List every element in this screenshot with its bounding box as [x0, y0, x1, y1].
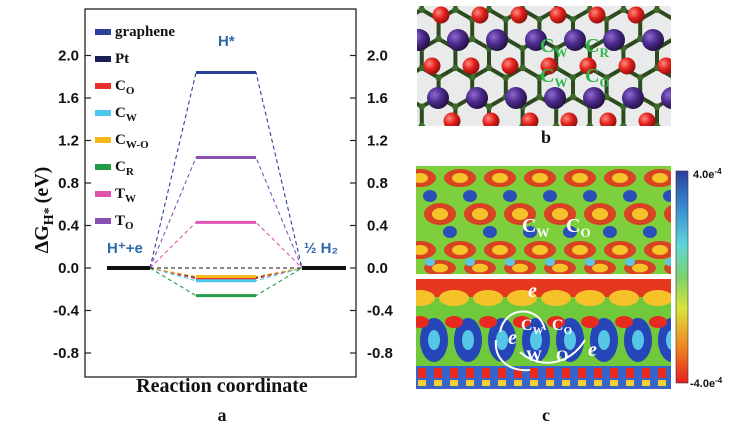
pathway-line — [149, 221, 303, 269]
atomic-structure: CW CR CW CO b — [417, 6, 671, 147]
site-labels: CW CR CW CO — [540, 35, 610, 90]
overlay-label: CW — [521, 317, 544, 337]
overlay-label: CO — [552, 317, 573, 337]
legend-label: TO — [115, 213, 134, 232]
overlay-label: W — [526, 348, 542, 365]
y-axis-title-main: ΔG — [31, 225, 53, 254]
y-tick-right: 1.2 — [367, 133, 388, 150]
pathway-line — [149, 267, 303, 297]
colorbar-min: -4.0e-4 — [690, 376, 723, 390]
legend-swatch — [95, 191, 111, 197]
y-tick-right: 0.8 — [367, 175, 388, 192]
y-tick-right: 2.0 — [367, 48, 388, 65]
site-label: CW — [540, 65, 567, 90]
legend-label: Pt — [115, 51, 129, 67]
y-tick-right: -0.8 — [367, 345, 393, 362]
overlay-label: CW — [522, 215, 549, 240]
energy-levels — [196, 71, 256, 298]
legend-label: CW — [115, 105, 137, 124]
overlay-label: O — [556, 348, 568, 365]
y-tick-right: 1.6 — [367, 90, 388, 107]
legend-swatch — [95, 137, 111, 143]
y-tick-left: 1.6 — [58, 90, 79, 107]
y-axis-title: ΔGH* (eV) — [31, 167, 57, 254]
y-tick-left: 2.0 — [58, 48, 79, 65]
legend-item: graphene — [95, 24, 175, 40]
electron-label: e — [508, 327, 517, 349]
pathway-line — [149, 156, 303, 269]
electron-label: e — [528, 280, 537, 302]
panel-label-c: c — [542, 405, 550, 425]
site-label: CR — [585, 35, 609, 60]
legend-swatch — [95, 218, 111, 224]
energy-diagram: 2.0 1.6 1.2 0.8 0.4 0.0 -0.4 -0.8 2.0 1.6 1.2 0.8 0… — [31, 8, 394, 425]
pathway-line — [149, 267, 303, 278]
legend-item: CW — [95, 105, 137, 124]
legend-swatch — [95, 56, 111, 62]
y-tick-left: -0.8 — [53, 345, 79, 362]
charge-density-top-view — [416, 166, 671, 274]
y-tick-left: 0.0 — [58, 260, 79, 277]
y-tick-left: -0.4 — [53, 303, 80, 320]
state-label-initial: H⁺+e — [107, 240, 143, 257]
legend-label: graphene — [115, 24, 175, 40]
y-tick-left: 0.8 — [58, 175, 79, 192]
legend-item: TO — [95, 213, 134, 232]
colorbar — [675, 170, 689, 384]
y-tick-right: 0.0 — [367, 260, 388, 277]
legend-swatch — [95, 29, 111, 35]
panel-label-a: a — [218, 405, 227, 425]
legend-label: TW — [115, 186, 136, 205]
y-tick-right: -0.4 — [367, 303, 394, 320]
legend-label: CR — [115, 159, 135, 178]
legend-item: Pt — [95, 51, 129, 67]
pathway-connectors — [149, 71, 303, 297]
legend-swatch — [95, 83, 111, 89]
charge-density-labels: CW CO CW CO W Oe e e — [508, 215, 597, 365]
charge-density: CW CO CW CO W Oe e e 4.0e-4 -4.0e-4 c — [416, 166, 723, 425]
y-axis-title-unit: (eV) — [31, 167, 53, 204]
overlay-label: CO — [566, 215, 591, 240]
y-axis-left: 2.0 1.6 1.2 0.8 0.4 0.0 -0.4 -0.8 — [53, 48, 91, 362]
legend-item: CW-O — [95, 132, 149, 151]
y-tick-left: 1.2 — [58, 133, 79, 150]
legend-label: CW-O — [115, 132, 149, 151]
legend-swatch — [95, 164, 111, 170]
y-axis-title-sub: H* — [42, 207, 57, 225]
electron-label: e — [588, 339, 597, 361]
legend-item: TW — [95, 186, 136, 205]
pathway-line — [149, 71, 303, 269]
state-label-intermediate: H* — [218, 33, 235, 50]
legend-item: CR — [95, 159, 135, 178]
panel-label-b: b — [541, 127, 551, 147]
legend: graphene Pt CO CW CW-O CR TW TO — [95, 24, 175, 232]
site-label: CW — [540, 35, 567, 60]
legend-swatch — [95, 110, 111, 116]
y-tick-right: 0.4 — [367, 218, 389, 235]
structure-atoms — [417, 6, 671, 126]
colorbar-max: 4.0e-4 — [693, 167, 722, 181]
charge-density-side-view — [416, 279, 671, 389]
legend-label: CO — [115, 78, 135, 97]
y-tick-left: 0.4 — [58, 218, 80, 235]
site-label: CO — [585, 65, 610, 90]
state-label-final: ½ H₂ — [304, 240, 338, 257]
legend-item: CO — [95, 78, 135, 97]
y-axis-right: 2.0 1.6 1.2 0.8 0.4 0.0 -0.4 -0.8 — [350, 48, 394, 362]
x-axis-title: Reaction coordinate — [136, 375, 308, 397]
plot-frame — [84, 8, 357, 378]
